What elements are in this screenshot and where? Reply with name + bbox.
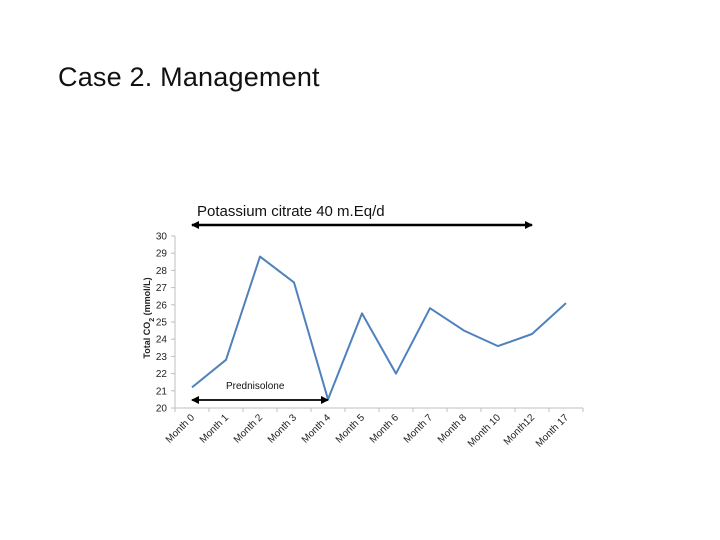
potassium-citrate-label: Potassium citrate 40 m.Eq/d <box>197 203 385 220</box>
chart-axes <box>171 235 584 412</box>
y-tick-label: 23 <box>156 352 168 363</box>
y-tick-label: 28 <box>156 266 168 277</box>
y-tick-label: 26 <box>156 300 168 311</box>
x-tick-label: Month 4 <box>300 412 334 446</box>
y-axis-label: Total CO2 (mmol/L) <box>142 277 156 358</box>
y-tick-label: 25 <box>156 318 168 329</box>
y-tick-label: 30 <box>156 232 168 243</box>
y-tick-label: 22 <box>156 369 168 380</box>
y-axis-label-tail: (mmol/L) <box>142 277 152 318</box>
y-tick-label: 20 <box>156 404 168 415</box>
prednisolone-label: Prednisolone <box>226 381 285 392</box>
x-tick-label: Month 5 <box>334 412 368 446</box>
y-tick-label: 24 <box>156 335 168 346</box>
x-tick-label: Month 3 <box>266 412 300 446</box>
x-tick-label: Month 17 <box>534 412 572 450</box>
y-axis-label-sub: 2 <box>149 318 156 322</box>
y-tick-label: 29 <box>156 249 168 260</box>
x-tick-label: Month 0 <box>164 412 198 446</box>
series-line <box>191 255 567 401</box>
x-tick-labels: Month 0 Month 1 Month 2 Month 3 Month 4 Month… <box>164 412 572 450</box>
x-tick-label: Month12 <box>502 412 538 448</box>
x-tick-label: Month 1 <box>198 412 232 446</box>
x-tick-label: Month 7 <box>402 412 436 446</box>
x-tick-label: Month 8 <box>436 412 470 446</box>
slide-title: Case 2. Management <box>58 62 320 92</box>
x-tick-label: Month 6 <box>368 412 402 446</box>
x-tick-label: Month 2 <box>232 412 266 446</box>
y-tick-labels: 20 21 22 23 24 25 26 27 28 29 30 <box>156 232 168 415</box>
series-layer <box>191 255 567 401</box>
y-tick-label: 21 <box>156 386 168 397</box>
y-axis-label-main: Total CO <box>142 322 152 359</box>
y-tick-label: 27 <box>156 283 168 294</box>
annotation-layer: Potassium citrate 40 m.Eq/d Prednisolone <box>191 203 533 404</box>
x-tick-label: Month 10 <box>466 412 504 450</box>
